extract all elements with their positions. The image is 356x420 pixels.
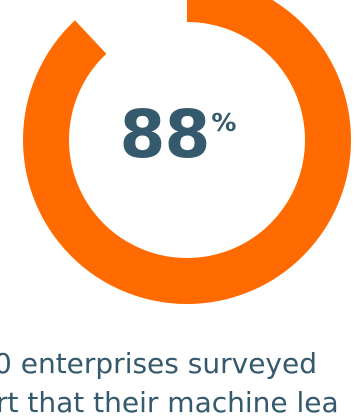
caption-line-2: rt that their machine lea [0, 386, 339, 419]
center-value: 88 % [78, 102, 278, 182]
donut-filled-segment [23, 0, 351, 304]
percentage-unit: % [211, 108, 237, 137]
caption-line-1: 0 enterprises surveyed [0, 347, 317, 380]
donut-layer [23, 0, 351, 304]
percentage-value: 88 [119, 96, 211, 173]
